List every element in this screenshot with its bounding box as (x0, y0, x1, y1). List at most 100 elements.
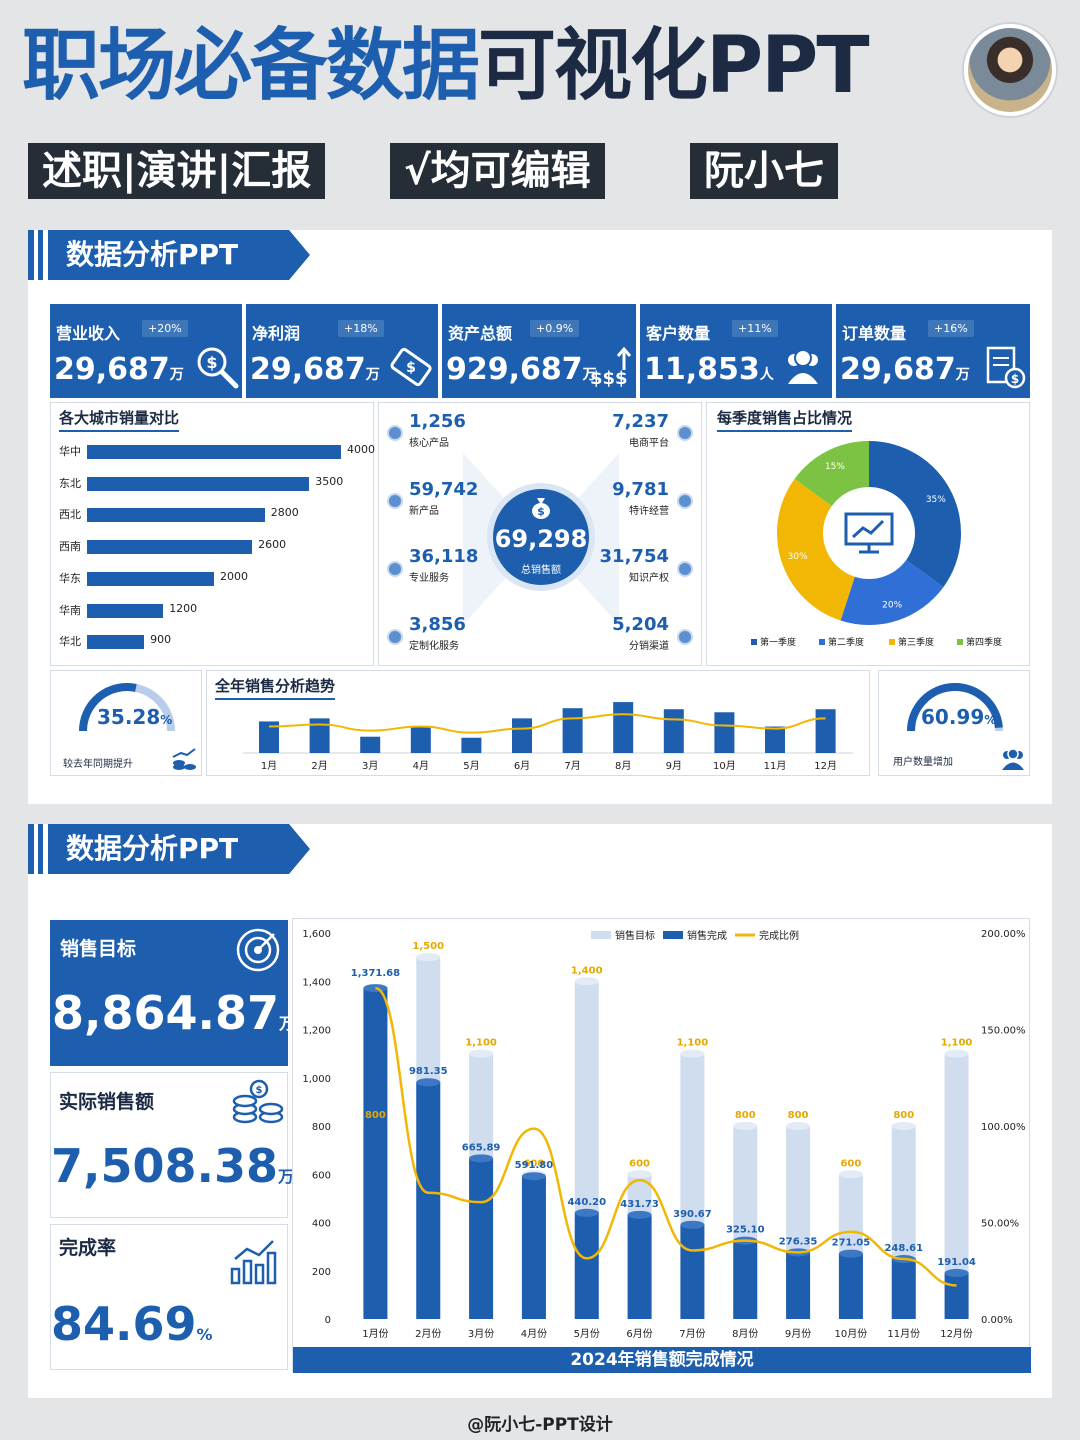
legend-label: 第一季度 (760, 636, 796, 648)
metric-value: 5,204 (612, 614, 669, 635)
city-label: 华北 (59, 635, 81, 649)
actual-bar-cap (944, 1268, 969, 1277)
metric-dot-icon (677, 629, 693, 645)
sales-chart-title: 2024年销售额完成情况 (293, 1347, 1031, 1373)
kpi-assets: 资产总额 +0.9% 929,687万 $$$ (442, 304, 636, 398)
quarter-donut-chart: 35% 20% 30% 15% 第一季度 第二季度 第三季度 第四季度 (751, 441, 1002, 648)
trend-bar (410, 726, 431, 753)
x-tick-label: 7月份 (679, 1328, 705, 1340)
trend-x-label: 7月 (564, 760, 580, 772)
kpi-customers: 客户数量 +11% 11,853人 (640, 304, 832, 398)
x-tick-label: 10月份 (835, 1328, 868, 1340)
metric-dot-icon (387, 561, 403, 577)
gauge-growth-value: 35.28% (97, 705, 172, 729)
metric-label: 分销渠道 (629, 641, 669, 652)
actual-value-label: 591.80 (515, 1160, 554, 1171)
target-bar-cap (944, 1049, 969, 1058)
legend-label: 第三季度 (898, 636, 934, 648)
y-tick-label: 1,200 (302, 1026, 331, 1037)
stat-number: 8,864.87 (52, 986, 279, 1040)
kpi-value: 11,853人 (644, 352, 774, 387)
section-bar (28, 230, 34, 280)
target-bar-cap (891, 1122, 916, 1130)
sales-completion-card: 0 200 400 600 800 1,000 1,200 1,400 1,600 0.00% 50… (292, 918, 1031, 1373)
kpi-label: 客户数量 (646, 324, 711, 343)
actual-bar (891, 1259, 916, 1319)
x-tick-label: 6月份 (626, 1328, 652, 1340)
actual-value-label: 248.61 (884, 1243, 923, 1254)
target-value-label: 800 (735, 1110, 756, 1121)
tag-author: 阮小七 (690, 143, 838, 199)
metric-dot-icon (677, 425, 693, 441)
city-bar-value: 4000 (347, 443, 375, 456)
gauge-unit: % (984, 713, 997, 727)
trend-bar (259, 721, 279, 753)
legend-swatch (889, 639, 895, 645)
gauge-unit: % (160, 713, 173, 727)
stat-value: 84.69% (51, 1297, 213, 1351)
trend-x-label: 5月 (463, 760, 479, 772)
y-tick-label: 200 (312, 1267, 331, 1278)
actual-bar-cap (469, 1154, 494, 1163)
actual-value-label: 665.89 (462, 1142, 501, 1153)
city-bar (87, 508, 265, 523)
legend-label: 第二季度 (828, 636, 864, 648)
trend-bar (512, 718, 532, 753)
trend-bar (461, 737, 482, 753)
svg-text:$: $ (256, 1085, 263, 1096)
city-bar (87, 571, 214, 586)
y-tick-label: 0 (325, 1315, 331, 1326)
stat-unit: 万 (278, 1167, 295, 1186)
kpi-pct: +18% (338, 320, 384, 337)
donut-slice-label: 20% (882, 600, 902, 610)
y-tick-label: 600 (312, 1170, 331, 1181)
kpi-number: 29,687 (54, 352, 170, 387)
legend-swatch (819, 639, 825, 645)
city-label: 华中 (59, 445, 81, 458)
kpi-label: 订单数量 (842, 324, 907, 343)
trend-line (268, 713, 826, 734)
legend-swatch (957, 639, 963, 645)
kpi-unit: 人 (759, 367, 774, 383)
gauge-users-label: 用户数量增加 (893, 757, 953, 768)
kpi-number: 29,687 (840, 352, 956, 387)
target-value-label: 1,100 (677, 1038, 709, 1049)
gauge-users-value: 60.99% (921, 705, 996, 729)
actual-bar-cap (680, 1220, 705, 1229)
kpi-pct: +0.9% (530, 320, 580, 337)
city-label: 西北 (59, 508, 81, 522)
target-bar (944, 1053, 969, 1319)
stat-actual: 实际销售额 $ 7,508.38万 (50, 1072, 294, 1218)
target-bar-cap (416, 953, 441, 962)
city-bar (87, 540, 253, 555)
target-value-label: 800 (788, 1110, 809, 1121)
page-title: 职场必备数据可视化PPT (22, 18, 870, 114)
gauge-growth-label: 较去年同期提升 (63, 759, 133, 770)
city-bar (87, 445, 341, 459)
metric-label: 知识产权 (629, 573, 669, 584)
y-tick-label: 1,000 (302, 1074, 331, 1085)
x-tick-label: 12月份 (940, 1328, 973, 1340)
donut-slice-label: 15% (825, 462, 845, 472)
section-bar (38, 824, 43, 874)
actual-bar (733, 1240, 758, 1319)
legend-label: 销售目标 (615, 929, 655, 942)
stat-label: 完成率 (59, 1237, 117, 1259)
actual-value-label: 191.04 (937, 1257, 976, 1268)
stat-number: 84.69 (51, 1297, 197, 1351)
actual-bar-cap (416, 1078, 441, 1087)
coins-growth-icon (172, 748, 196, 770)
trend-x-label: 10月 (713, 760, 736, 772)
actual-bar (469, 1158, 494, 1319)
trend-bar (815, 709, 836, 753)
metric-value: 9,781 (612, 479, 669, 500)
sales-breakdown-card: $ 69,298 总销售额 1,256 核心产品 59,742 新产品 36,1… (378, 402, 702, 666)
x-tick-label: 1月份 (362, 1328, 388, 1340)
stat-label: 销售目标 (60, 938, 137, 960)
metric-value: 3,856 (409, 614, 466, 635)
kpi-pct: +11% (732, 320, 778, 337)
y2-tick-label: 50.00% (981, 1219, 1019, 1230)
kpi-number: 11,853 (644, 352, 760, 387)
kpi-unit: 万 (365, 367, 380, 383)
trend-chart-title: 全年销售分析趋势 (215, 675, 336, 700)
